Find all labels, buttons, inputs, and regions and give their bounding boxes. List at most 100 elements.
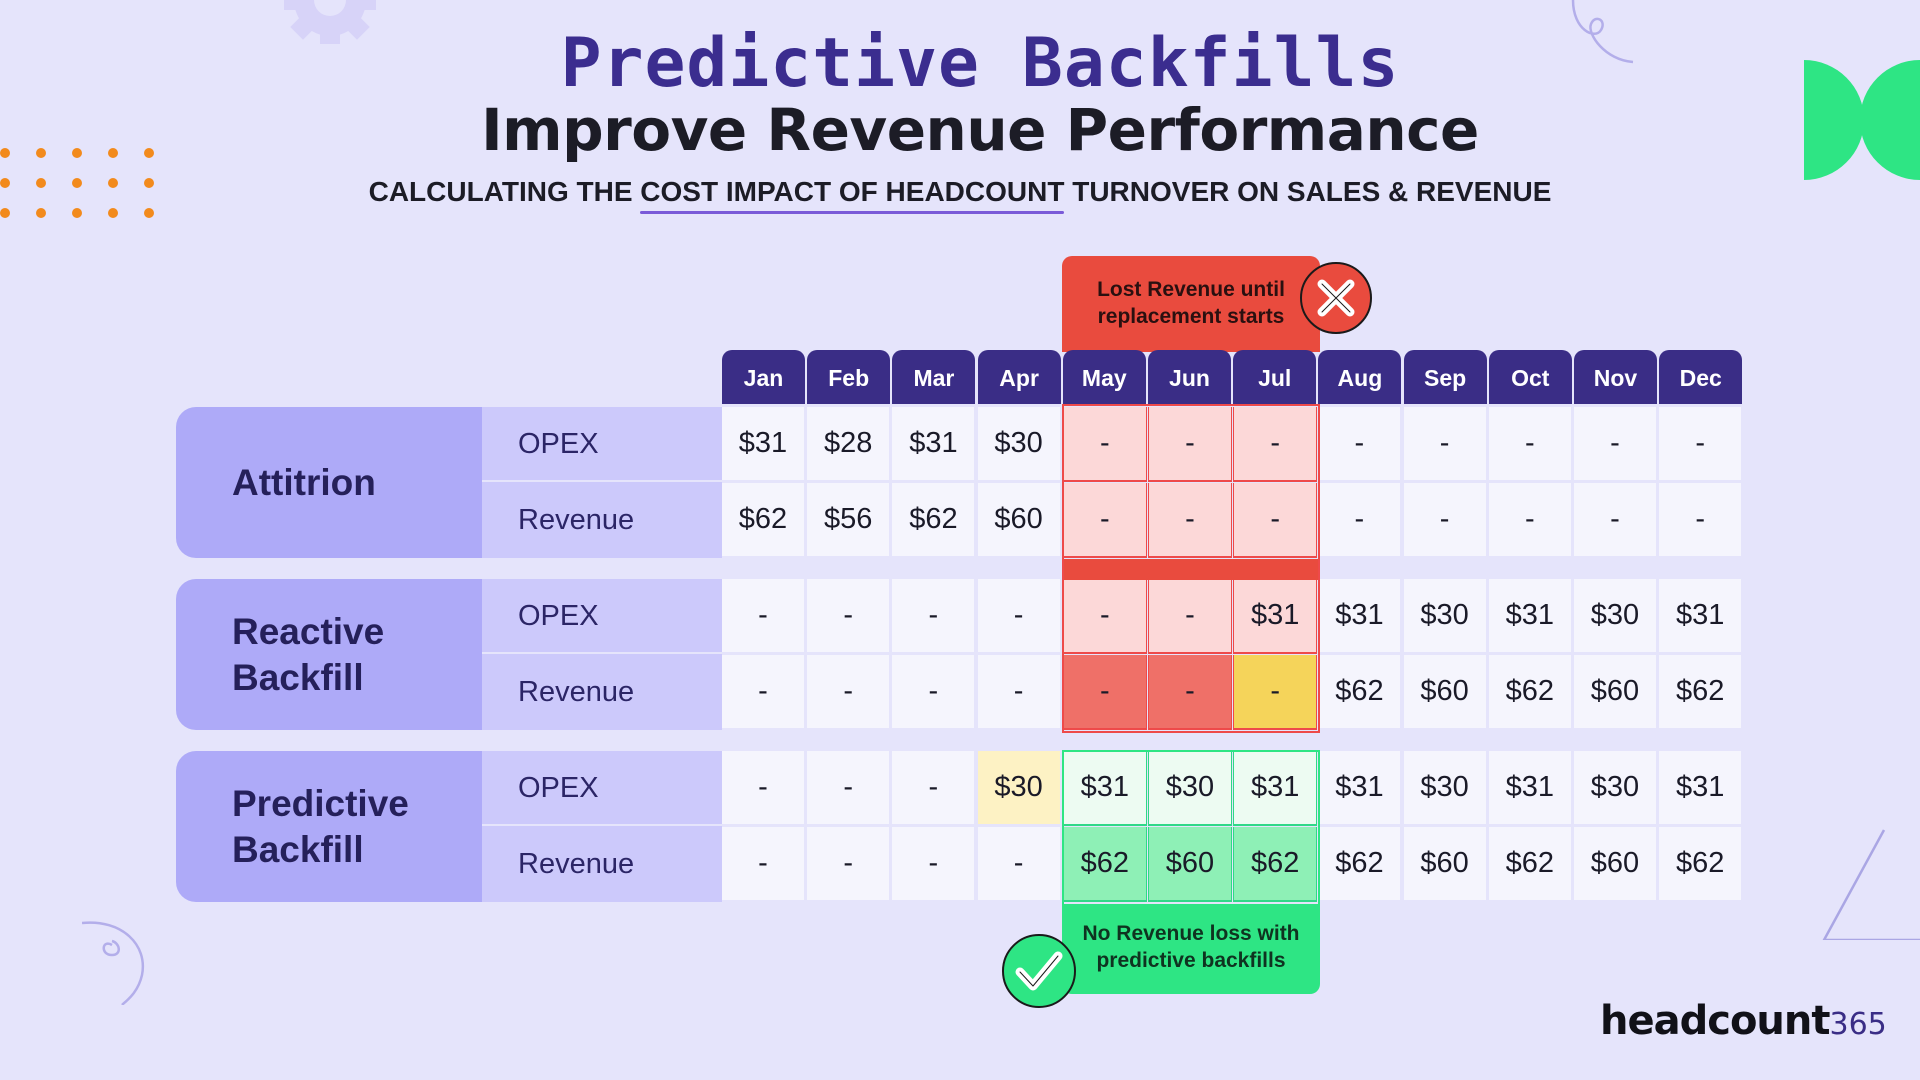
decoration-dot xyxy=(0,178,10,188)
table-cell: - xyxy=(1148,579,1232,654)
table-cell: $30 xyxy=(1403,751,1488,826)
logo-number: 365 xyxy=(1829,1007,1887,1042)
month-header-may: May xyxy=(1062,350,1146,404)
gear-icon xyxy=(284,0,376,44)
table-cell: - xyxy=(1233,407,1318,482)
table-cell: - xyxy=(892,751,977,826)
table-cell: - xyxy=(807,827,892,902)
table-cell: $62 xyxy=(892,483,977,558)
group-label-line-1: Reactive xyxy=(232,610,385,652)
month-header-jan: Jan xyxy=(722,350,805,404)
table-cell: - xyxy=(1574,483,1658,558)
logo-word: headcount xyxy=(1600,998,1830,1044)
table-cell: $31 xyxy=(892,407,977,482)
check-circle-icon xyxy=(1002,934,1076,1008)
table-cell: - xyxy=(1148,407,1232,482)
table-cell: $56 xyxy=(807,483,892,558)
dot-pattern xyxy=(0,148,160,220)
table-cell: $60 xyxy=(1148,827,1232,902)
table-cell: $31 xyxy=(1659,751,1744,826)
decoration-dot xyxy=(108,148,118,158)
month-header-sep: Sep xyxy=(1403,350,1487,404)
table-cell: - xyxy=(722,827,806,902)
table-cell: $30 xyxy=(1574,579,1658,654)
subtitle-prefix: CALCULATING THE xyxy=(368,176,641,207)
table-cell: - xyxy=(1574,407,1658,482)
decoration-dot xyxy=(108,178,118,188)
table-cell: $60 xyxy=(1403,655,1488,730)
table-cell: - xyxy=(1318,407,1403,482)
page-title: Predictive Backfills xyxy=(560,24,1400,103)
table-cell: $31 xyxy=(1488,579,1573,654)
table-cell: $60 xyxy=(1574,827,1658,902)
table-cell: $60 xyxy=(1574,655,1658,730)
table-cell: - xyxy=(1233,655,1318,730)
group-label-reactive-backfill: Reactive Backfill xyxy=(176,579,482,730)
decoration-dot xyxy=(0,208,10,218)
table-cell: - xyxy=(892,655,977,730)
table-cell: $62 xyxy=(1318,655,1403,730)
table-cell: - xyxy=(977,579,1062,654)
table-cell: - xyxy=(1062,655,1147,730)
table-cell: $31 xyxy=(1659,579,1744,654)
table-cell: $30 xyxy=(1403,579,1488,654)
table-cell: - xyxy=(977,827,1062,902)
table-cell: - xyxy=(1062,579,1147,654)
decoration-dot xyxy=(36,208,46,218)
table-cell: $31 xyxy=(722,407,806,482)
table-cell: - xyxy=(722,655,806,730)
group-label-text: Attitrion xyxy=(232,460,376,506)
table-cell: $31 xyxy=(1488,751,1573,826)
green-half-circles-decoration xyxy=(1804,60,1920,180)
metric-label-opex: OPEX xyxy=(482,751,722,826)
no-revenue-loss-callout xyxy=(1062,904,1320,994)
group-label-line-1: Attitrion xyxy=(232,461,376,503)
table-cell: $62 xyxy=(1659,655,1744,730)
table-cell: $60 xyxy=(977,483,1062,558)
metric-label-opex: OPEX xyxy=(482,579,722,654)
table-cell: - xyxy=(1659,483,1744,558)
table-cell: - xyxy=(1062,483,1147,558)
metric-label-revenue: Revenue xyxy=(518,848,635,880)
table-cell: $31 xyxy=(1233,751,1318,826)
group-label-attitrion: Attitrion xyxy=(176,407,482,558)
table-cell: - xyxy=(1659,407,1744,482)
no-loss-line-2: predictive backfills xyxy=(1096,949,1286,972)
decoration-dot xyxy=(36,148,46,158)
subtitle-suffix: TURNOVER ON SALES & REVENUE xyxy=(1064,176,1552,207)
swirl-decoration xyxy=(82,921,145,1005)
table-cell: $30 xyxy=(1574,751,1658,826)
month-header-oct: Oct xyxy=(1488,350,1572,404)
decoration-dot xyxy=(72,208,82,218)
table-cell: - xyxy=(1148,483,1232,558)
table-cell: - xyxy=(1488,483,1573,558)
decoration-dot xyxy=(144,208,154,218)
table-cell: - xyxy=(1403,483,1488,558)
page-subtitle: CALCULATING THE COST IMPACT OF HEADCOUNT… xyxy=(0,176,1920,208)
table-cell: $62 xyxy=(1318,827,1403,902)
month-header-aug: Aug xyxy=(1318,350,1402,404)
table-cell: $60 xyxy=(1403,827,1488,902)
page-headline: Improve Revenue Performance xyxy=(481,96,1479,164)
table-cell: - xyxy=(722,751,806,826)
table-cell: - xyxy=(1403,407,1488,482)
headcount365-logo[interactable]: headcount365 xyxy=(1600,998,1887,1044)
table-cell: $62 xyxy=(1062,827,1147,902)
group-label-line-1: Predictive xyxy=(232,782,409,824)
decoration-dot xyxy=(72,148,82,158)
month-header-jul: Jul xyxy=(1233,350,1317,404)
group-label-line-2: Backfill xyxy=(232,828,364,870)
group-label-predictive-backfill: Predictive Backfill xyxy=(176,751,482,902)
table-cell: - xyxy=(1233,483,1318,558)
metric-label-opex: OPEX xyxy=(482,407,722,482)
table-cell: $30 xyxy=(977,407,1062,482)
table-cell: - xyxy=(807,655,892,730)
decoration-dot xyxy=(144,148,154,158)
decoration-dot xyxy=(36,178,46,188)
lost-revenue-line-1: Lost Revenue until xyxy=(1097,278,1285,301)
month-header-nov: Nov xyxy=(1574,350,1657,404)
table-cell: - xyxy=(1488,407,1573,482)
group-label-text: Reactive Backfill xyxy=(232,609,384,701)
subtitle-highlight: COST IMPACT OF HEADCOUNT xyxy=(640,176,1065,207)
decoration-dot xyxy=(108,208,118,218)
